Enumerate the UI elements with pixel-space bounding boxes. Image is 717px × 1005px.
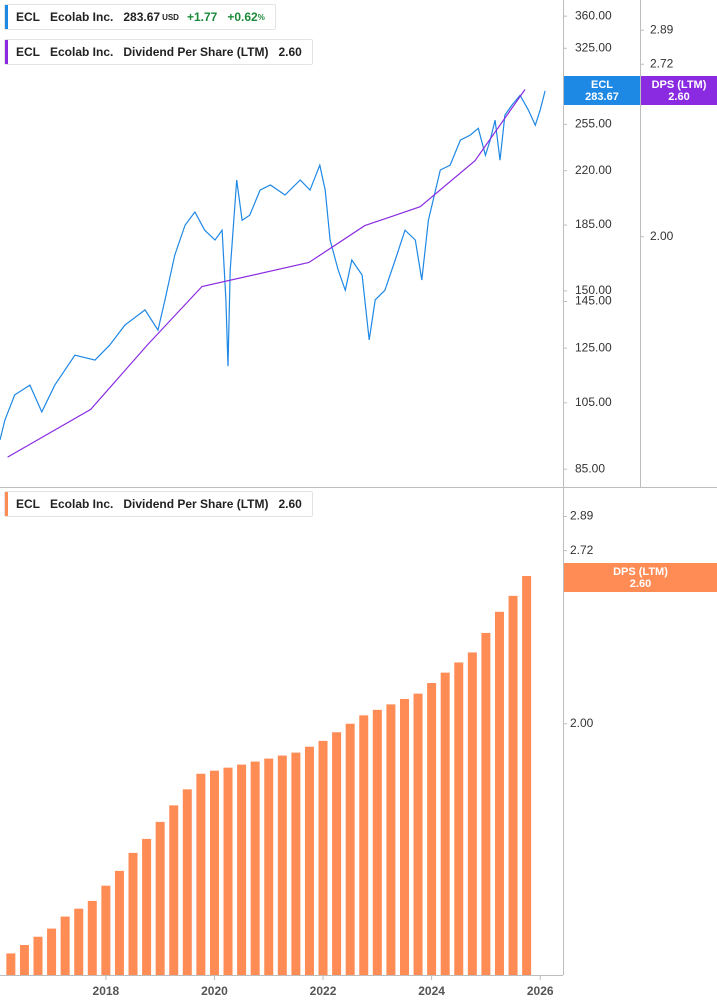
legend-metric: Dividend Per Share (LTM) (123, 45, 269, 59)
bar (209, 770, 219, 975)
tag-name: DPS (LTM) (651, 78, 707, 91)
bar (345, 723, 355, 975)
bar (264, 758, 274, 975)
legend-swatch (5, 492, 8, 516)
tag-value: 2.60 (629, 577, 652, 590)
y-tick-label: 2.72 (570, 543, 594, 557)
bar (427, 683, 437, 975)
bar (291, 752, 301, 975)
x-tick-label: 2022 (310, 984, 337, 998)
legend-last: 2.60 (278, 497, 302, 511)
y-tick-label: 145.00 (575, 294, 612, 308)
bar (494, 611, 504, 975)
legend-price: ECL Ecolab Inc. 283.67 USD +1.77 +0.62 % (4, 4, 276, 30)
price-tag: ECL 283.67 (564, 76, 640, 105)
dps-bar-tag: DPS (LTM) 2.60 (564, 563, 717, 592)
bar (440, 672, 450, 975)
x-tick-label: 2026 (527, 984, 554, 998)
bar (481, 632, 491, 975)
bar (87, 900, 97, 975)
bar (372, 709, 382, 975)
legend-change-pct: +0.62 (227, 10, 258, 24)
bar (142, 838, 152, 975)
bar (359, 715, 369, 975)
series-line (7, 89, 526, 458)
bar (60, 916, 70, 975)
bar (454, 662, 464, 975)
bar (413, 693, 423, 975)
y-tick-label: 125.00 (575, 340, 612, 354)
bar (223, 767, 233, 975)
y-tick-label: 2.89 (570, 509, 594, 523)
bar (237, 764, 247, 975)
bar (467, 652, 477, 975)
tag-name: DPS (LTM) (613, 565, 668, 578)
legend-symbol: ECL (16, 497, 40, 511)
legend-name: Ecolab Inc. (50, 497, 114, 511)
legend-symbol: ECL (16, 45, 40, 59)
y-tick-label: 255.00 (575, 117, 612, 131)
bar (277, 755, 287, 975)
bar (19, 945, 29, 975)
legend-last: 2.60 (278, 45, 302, 59)
legend-last: 283.67 (123, 10, 161, 24)
legend-symbol: ECL (16, 10, 40, 24)
bar (182, 789, 192, 975)
legend-metric: Dividend Per Share (LTM) (123, 497, 269, 511)
tag-name: ECL (591, 78, 613, 91)
x-tick-label: 2024 (418, 984, 445, 998)
bar (196, 773, 206, 975)
legend-swatch (5, 40, 8, 64)
x-tick-label: 2018 (93, 984, 120, 998)
dps-tag: DPS (LTM) 2.60 (641, 76, 717, 105)
y-tick-label: 325.00 (575, 40, 612, 54)
y-tick-label: 360.00 (575, 8, 612, 22)
bar (304, 746, 314, 975)
y2-tick-label: 2.72 (650, 56, 674, 70)
bar (47, 928, 57, 975)
tag-value: 283.67 (585, 90, 619, 103)
legend-swatch (5, 5, 8, 29)
bar (169, 805, 179, 975)
legend-name: Ecolab Inc. (50, 10, 114, 24)
y-tick-label: 220.00 (575, 163, 612, 177)
bar (155, 821, 165, 975)
legend-dps-bars: ECL Ecolab Inc. Dividend Per Share (LTM)… (4, 491, 313, 517)
bar (74, 908, 84, 975)
bar (522, 576, 532, 975)
y-tick-label: 150.00 (575, 283, 612, 297)
y-tick-label: 105.00 (575, 395, 612, 409)
bar (33, 936, 43, 975)
legend-dps: ECL Ecolab Inc. Dividend Per Share (LTM)… (4, 39, 313, 65)
x-tick-label: 2020 (201, 984, 228, 998)
tag-value: 2.60 (668, 90, 690, 103)
bar (101, 885, 111, 975)
series-line (0, 90, 546, 441)
bar (114, 870, 124, 975)
legend-currency: USD (162, 12, 179, 22)
legend-pct-unit: % (257, 12, 265, 22)
y2-tick-label: 2.00 (650, 229, 674, 243)
legend-name: Ecolab Inc. (50, 45, 114, 59)
bar (318, 740, 328, 975)
bar (128, 852, 138, 975)
y-tick-label: 85.00 (575, 461, 605, 475)
bar (250, 761, 260, 975)
bar (332, 732, 342, 975)
legend-change: +1.77 (186, 10, 218, 24)
bar (6, 953, 16, 975)
y-tick-label: 2.00 (570, 716, 594, 730)
bar (386, 704, 396, 975)
y2-tick-label: 2.89 (650, 22, 674, 36)
bar (508, 595, 518, 975)
bar (399, 698, 409, 975)
y-tick-label: 185.00 (575, 217, 612, 231)
